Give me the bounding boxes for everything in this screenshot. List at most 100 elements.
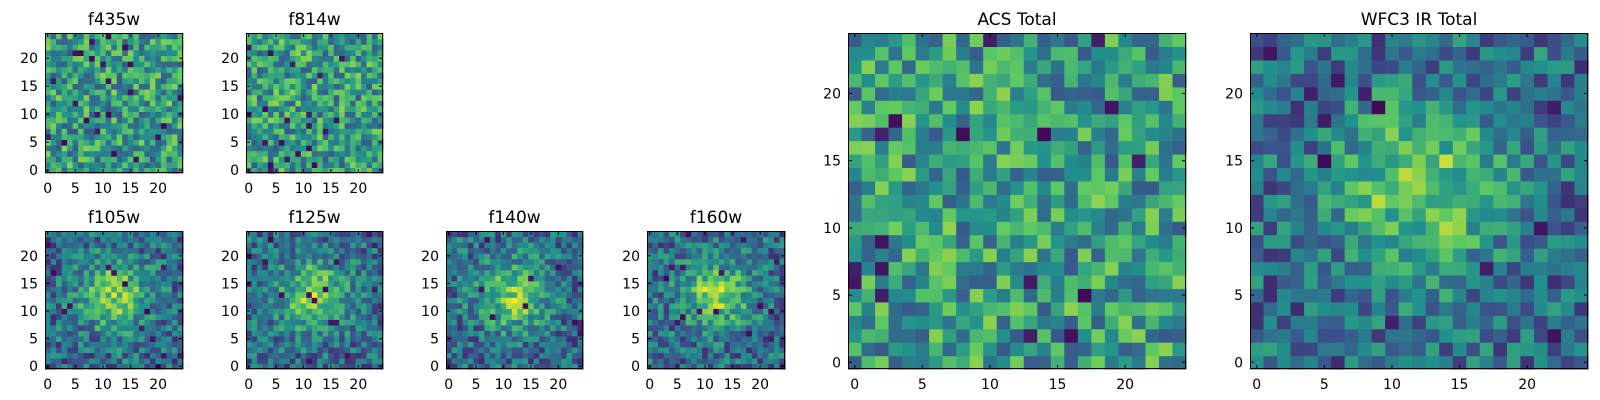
- heatmap-cell: [1158, 59, 1174, 74]
- heatmap-cell: [983, 73, 998, 88]
- heatmap-cell: [1398, 261, 1413, 276]
- heatmap-cell: [1344, 194, 1359, 209]
- heatmap-cell: [273, 275, 280, 282]
- heatmap-cell: [572, 231, 579, 238]
- heatmap-cell: [762, 269, 770, 276]
- heatmap-cell: [155, 280, 162, 287]
- heatmap-cell: [111, 313, 118, 320]
- heatmap-cell: [674, 341, 681, 348]
- heatmap-cell: [72, 280, 79, 287]
- heatmap-cell: [685, 286, 692, 293]
- heatmap-cell: [322, 319, 329, 326]
- heatmap-cell: [322, 100, 329, 107]
- heatmap-cell: [696, 253, 703, 260]
- heatmap-cell: [495, 253, 502, 260]
- heatmap-cell: [267, 280, 274, 287]
- heatmap-cell: [572, 286, 579, 293]
- heatmap-cell: [500, 313, 507, 320]
- heatmap-cell: [674, 352, 681, 359]
- heatmap-cell: [746, 253, 753, 260]
- heatmap-cell: [729, 275, 736, 282]
- heatmap-cell: [528, 308, 535, 315]
- heatmap-cell: [166, 117, 173, 124]
- heatmap-cell: [969, 301, 984, 316]
- heatmap-cell: [707, 297, 714, 304]
- heatmap-cell: [295, 161, 302, 168]
- heatmap-cell: [311, 55, 318, 62]
- axes-frame: [246, 33, 383, 173]
- heatmap-cell: [116, 66, 123, 73]
- heatmap-cell: [902, 33, 917, 48]
- heatmap-cell: [333, 61, 340, 68]
- heatmap-cell: [942, 86, 957, 101]
- heatmap-cell: [289, 297, 296, 304]
- heatmap-cell: [295, 89, 302, 96]
- heatmap-cell: [1574, 261, 1589, 276]
- heatmap-cell: [740, 363, 747, 370]
- heatmap-cell: [72, 297, 79, 304]
- heatmap-cell: [956, 342, 971, 357]
- heatmap-cell: [1077, 73, 1092, 88]
- heatmap-cell: [1064, 328, 1079, 343]
- heatmap-cell: [149, 269, 156, 276]
- heatmap-cell: [484, 297, 491, 304]
- heatmap-cell: [372, 269, 379, 276]
- heatmap-cell: [724, 280, 731, 287]
- heatmap-cell: [983, 315, 998, 330]
- heatmap-cell: [72, 341, 79, 348]
- heatmap-cell: [122, 275, 129, 282]
- heatmap-cell: [61, 61, 68, 68]
- heatmap-cell: [779, 291, 786, 298]
- heatmap-cell: [105, 242, 112, 249]
- heatmap-cell: [1317, 328, 1332, 343]
- heatmap-cell: [333, 324, 340, 331]
- heatmap-cell: [929, 328, 944, 343]
- heatmap-cell: [1158, 113, 1174, 128]
- heatmap-cell: [50, 111, 57, 118]
- heatmap-cell: [311, 319, 318, 326]
- heatmap-cell: [1118, 355, 1133, 370]
- heatmap-cell: [350, 100, 357, 107]
- heatmap-cell: [171, 308, 179, 315]
- heatmap-cell: [1520, 167, 1535, 182]
- heatmap-cell: [256, 128, 264, 135]
- heatmap-cell: [1037, 221, 1052, 236]
- heatmap-cell: [83, 66, 90, 73]
- heatmap-cell: [757, 324, 764, 331]
- heatmap-cell: [456, 231, 464, 238]
- heatmap-cell: [155, 335, 162, 342]
- heatmap-cell: [751, 280, 758, 287]
- heatmap-cell: [517, 308, 524, 315]
- heatmap-cell: [1263, 261, 1278, 276]
- heatmap-cell: [1104, 194, 1119, 209]
- heatmap-cell: [300, 117, 307, 124]
- heatmap-cell: [262, 313, 269, 320]
- heatmap-cell: [983, 221, 998, 236]
- heatmap-cell: [680, 253, 687, 260]
- heatmap-cell: [1091, 167, 1106, 182]
- heatmap-cell: [333, 128, 340, 135]
- heatmap-cell: [251, 269, 258, 276]
- heatmap-cell: [289, 139, 296, 146]
- heatmap-cell: [674, 275, 681, 282]
- heatmap-cell: [1520, 180, 1535, 195]
- heatmap-cell: [768, 247, 775, 254]
- heatmap-cell: [133, 111, 140, 118]
- heatmap-cell: [942, 73, 957, 88]
- heatmap-cell: [1398, 248, 1413, 263]
- heatmap-cell: [350, 247, 357, 254]
- heatmap-cell: [1358, 167, 1373, 182]
- heatmap-cell: [127, 139, 134, 146]
- heatmap-cell: [105, 275, 112, 282]
- heatmap-cell: [544, 264, 551, 271]
- heatmap-cell: [89, 128, 96, 135]
- heatmap-cell: [495, 313, 502, 320]
- heatmap-cell: [105, 117, 112, 124]
- heatmap-cell: [544, 352, 551, 359]
- heatmap-cell: [713, 269, 720, 276]
- heatmap-cell: [100, 275, 107, 282]
- heatmap-cell: [462, 341, 469, 348]
- heatmap-cell: [100, 38, 107, 45]
- heatmap-cell: [278, 346, 285, 354]
- heatmap-cell: [762, 324, 770, 331]
